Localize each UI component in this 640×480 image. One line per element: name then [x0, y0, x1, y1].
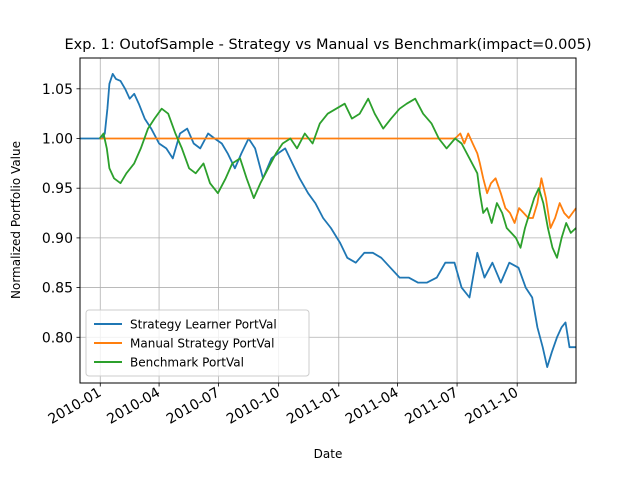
y-tick-label: 1.00	[42, 132, 73, 148]
plot-area-frame	[79, 57, 577, 384]
legend-label: Benchmark PortVal	[130, 356, 244, 370]
legend-frame	[85, 309, 310, 377]
y-axis-label: Normalized Portfolio Value	[9, 141, 23, 299]
y-tick-label: 0.90	[42, 231, 73, 247]
legend: Strategy Learner PortVal Manual Strategy…	[85, 309, 310, 377]
y-tick-label: 1.05	[42, 82, 73, 98]
series-lines	[80, 73, 577, 368]
legend-label: Strategy Learner PortVal	[130, 318, 277, 332]
y-tick-label: 0.95	[42, 181, 73, 197]
series-line-2	[99, 132, 577, 229]
y-tick-label: 0.80	[42, 330, 73, 346]
y-tick-label: 0.85	[42, 281, 73, 297]
legend-label: Manual Strategy PortVal	[130, 337, 274, 351]
series-line-3	[98, 97, 577, 259]
series-line-1	[80, 73, 576, 368]
chart-title: Exp. 1: OutofSample - Strategy vs Manual…	[65, 37, 592, 53]
y-axis: 0.80 0.85 0.90 0.95 1.00 1.05	[42, 82, 80, 346]
x-axis-label: Date	[314, 447, 343, 461]
